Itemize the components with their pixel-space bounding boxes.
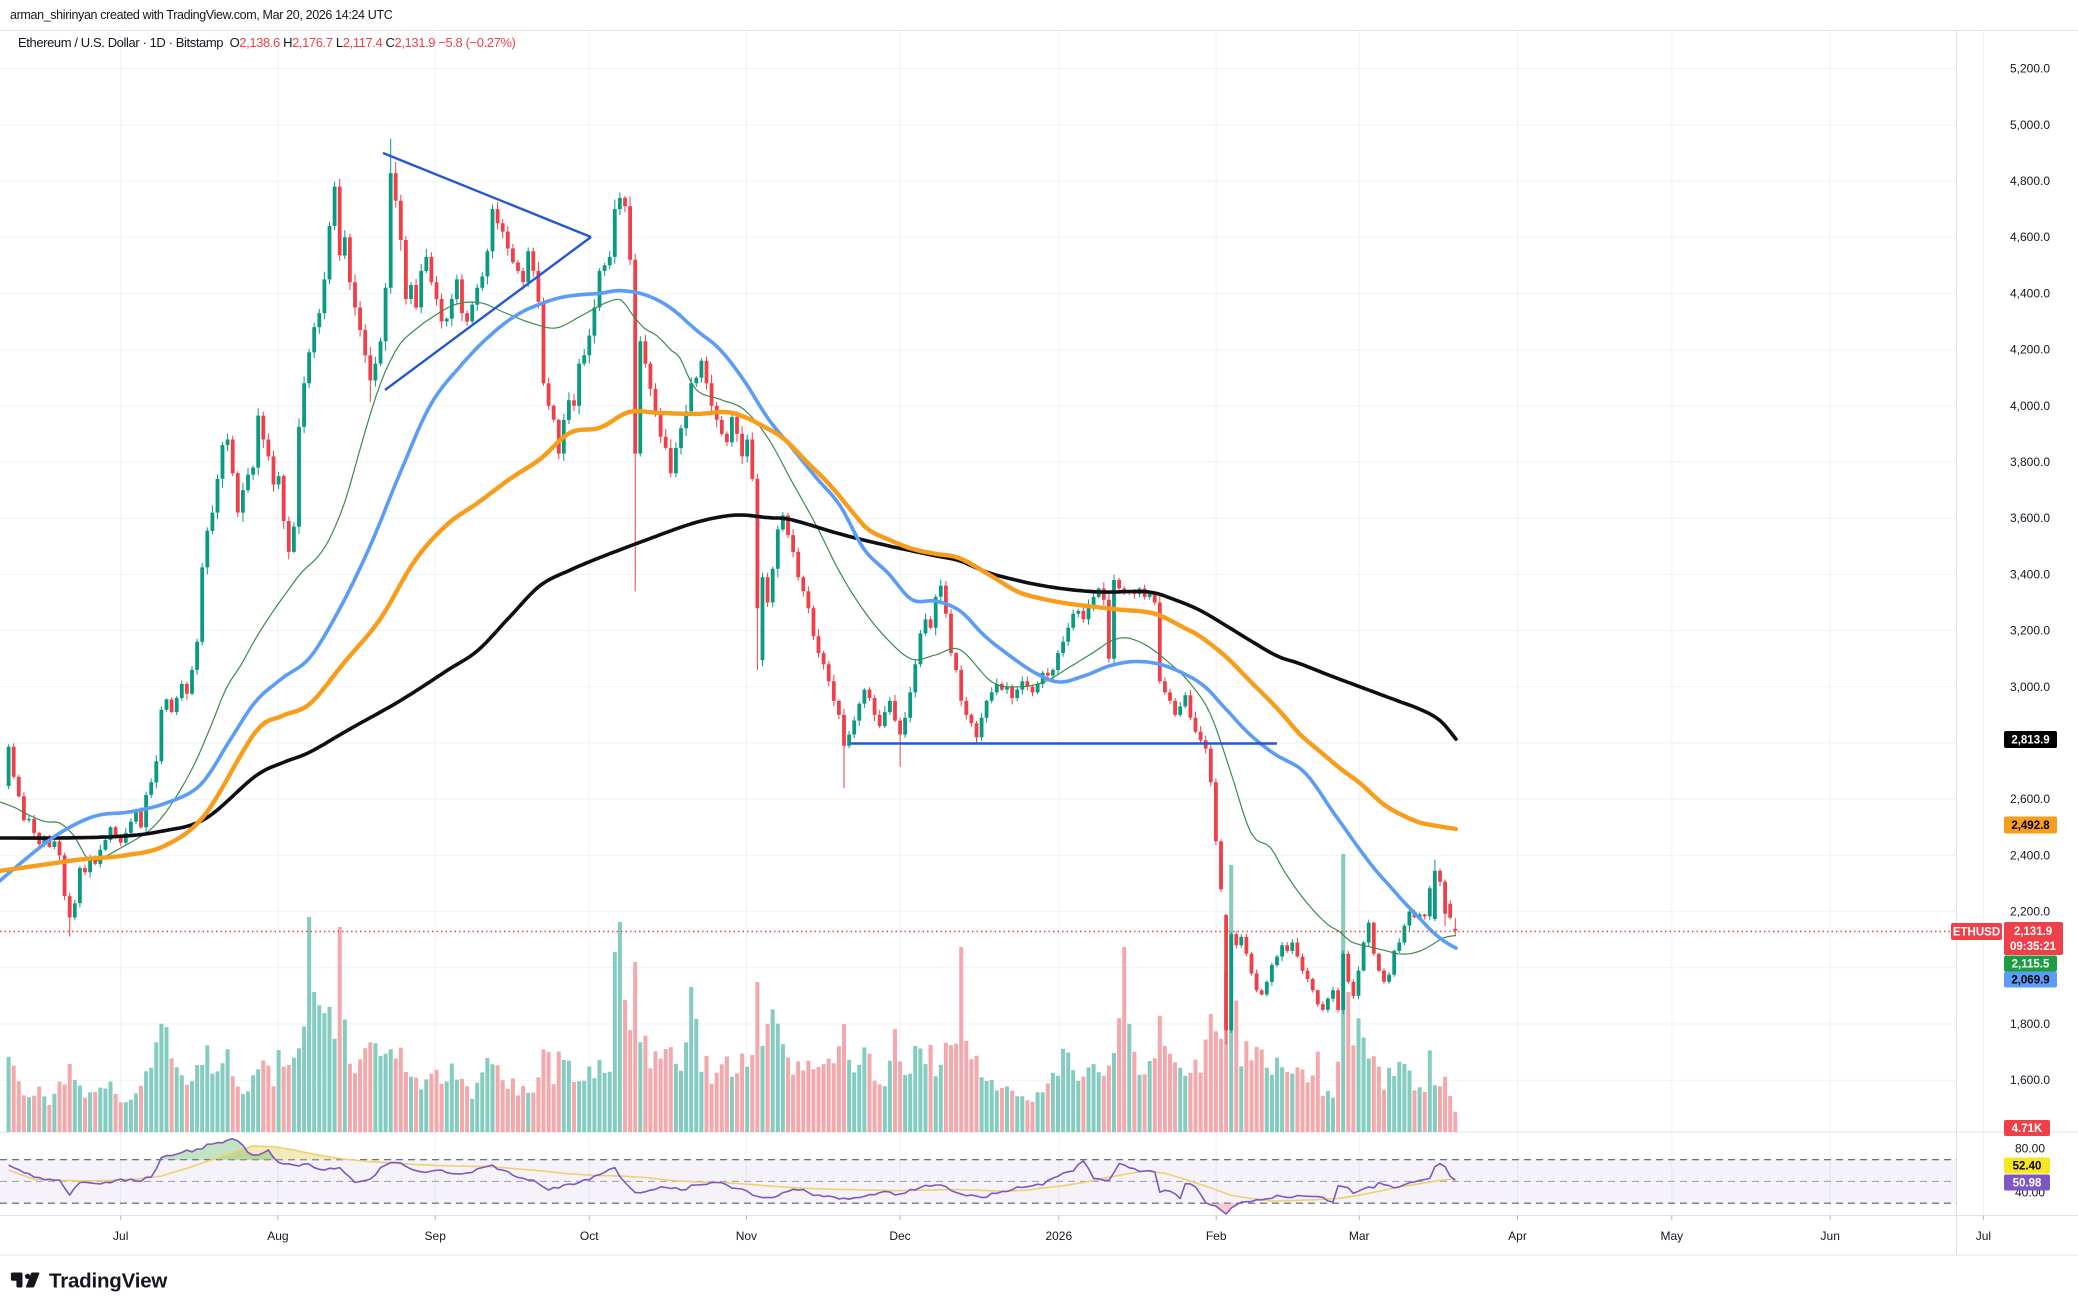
svg-text:2,069.9: 2,069.9: [2011, 975, 2049, 987]
svg-text:4,800.0: 4,800.0: [2010, 174, 2050, 188]
svg-text:3,600.0: 3,600.0: [2010, 511, 2050, 525]
svg-text:TradingView: TradingView: [49, 1270, 167, 1293]
svg-text:Feb: Feb: [1206, 1229, 1227, 1243]
svg-text:4,600.0: 4,600.0: [2010, 230, 2050, 244]
svg-text:Apr: Apr: [1508, 1229, 1527, 1243]
svg-text:2,400.0: 2,400.0: [2010, 848, 2050, 862]
svg-text:3,800.0: 3,800.0: [2010, 455, 2050, 469]
svg-text:50.98: 50.98: [2013, 1178, 2042, 1190]
svg-text:2,115.5: 2,115.5: [2012, 959, 2050, 971]
svg-text:52.40: 52.40: [2013, 1161, 2042, 1173]
svg-text:3,200.0: 3,200.0: [2010, 624, 2050, 638]
svg-text:arman_shirinyan created with T: arman_shirinyan created with TradingView…: [10, 8, 393, 22]
svg-text:1,800.0: 1,800.0: [2010, 1017, 2050, 1031]
svg-text:Mar: Mar: [1349, 1229, 1370, 1243]
svg-text:4,000.0: 4,000.0: [2010, 399, 2050, 413]
svg-text:Jul: Jul: [1976, 1229, 1991, 1243]
svg-text:2,813.9: 2,813.9: [2011, 735, 2049, 747]
svg-text:4.71K: 4.71K: [2012, 1123, 2043, 1135]
svg-text:Ethereum / U.S. Dollar · 1D ·: Ethereum / U.S. Dollar · 1D · Bitstamp O…: [18, 35, 516, 50]
svg-text:3,000.0: 3,000.0: [2010, 680, 2050, 694]
svg-text:1,600.0: 1,600.0: [2010, 1073, 2050, 1087]
svg-text:Oct: Oct: [580, 1229, 599, 1243]
svg-text:3,400.0: 3,400.0: [2010, 567, 2050, 581]
svg-text:May: May: [1660, 1229, 1683, 1243]
svg-text:Dec: Dec: [889, 1229, 910, 1243]
svg-text:2,200.0: 2,200.0: [2010, 905, 2050, 919]
svg-text:80.00: 80.00: [2015, 1142, 2045, 1156]
svg-text:2,131.9: 2,131.9: [2014, 926, 2052, 938]
svg-text:Jun: Jun: [1821, 1229, 1840, 1243]
svg-text:Nov: Nov: [736, 1229, 757, 1243]
svg-text:Sep: Sep: [425, 1229, 447, 1243]
svg-text:5,000.0: 5,000.0: [2010, 118, 2050, 132]
svg-text:4,400.0: 4,400.0: [2010, 286, 2050, 300]
svg-text:09:35:21: 09:35:21: [2010, 941, 2057, 953]
svg-text:2,492.8: 2,492.8: [2011, 820, 2050, 832]
svg-text:5,200.0: 5,200.0: [2010, 62, 2050, 76]
svg-text:4,200.0: 4,200.0: [2010, 343, 2050, 357]
svg-text:2026: 2026: [1045, 1229, 1072, 1243]
svg-text:2,600.0: 2,600.0: [2010, 792, 2050, 806]
svg-text:Aug: Aug: [267, 1229, 288, 1243]
svg-text:Jul: Jul: [113, 1229, 128, 1243]
svg-text:ETHUSD: ETHUSD: [1953, 927, 2000, 939]
